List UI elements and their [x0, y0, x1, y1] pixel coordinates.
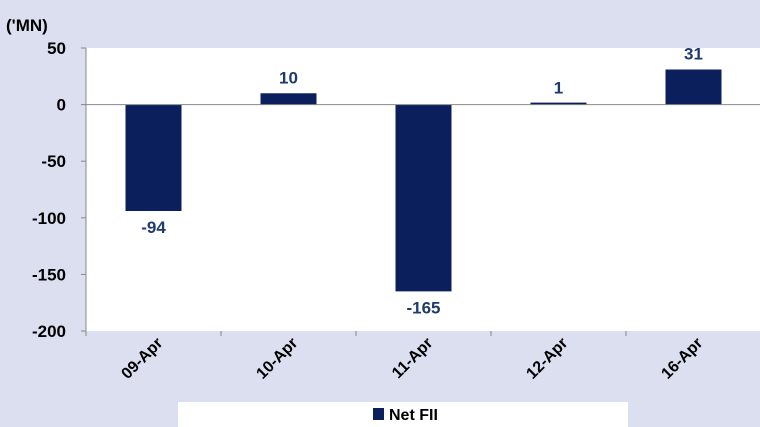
data-label: 10: [279, 68, 298, 87]
data-label: 1: [554, 78, 563, 97]
category-label: 11-Apr: [389, 335, 436, 382]
data-labels: -94 10 -165 1 31: [141, 45, 703, 318]
bar: [395, 104, 452, 292]
y-tick-label: -200: [32, 322, 66, 341]
y-tick-label: 50: [47, 39, 66, 58]
y-tick-label: -50: [41, 152, 66, 171]
y-tick-label: -100: [32, 209, 66, 228]
category-label: 12-Apr: [523, 335, 571, 383]
bar: [125, 104, 182, 212]
bar: [530, 102, 587, 105]
y-tick-label: 0: [57, 96, 66, 115]
data-label: -94: [141, 218, 166, 237]
category-labels: 09-Apr 10-Apr 11-Apr 12-Apr 16-Apr: [118, 335, 706, 383]
legend: Net FII: [178, 402, 628, 427]
legend-box: [178, 402, 628, 427]
y-tick-label: -150: [32, 265, 66, 284]
bar: [665, 69, 722, 105]
category-label: 16-Apr: [658, 335, 706, 383]
x-axis-ticks: [85, 331, 627, 336]
data-label: 31: [684, 45, 703, 64]
bar: [260, 93, 317, 105]
unit-label: ('MN): [6, 16, 48, 35]
y-axis-ticks: 50 0 -50 -100 -150 -200: [32, 39, 86, 341]
legend-swatch: [373, 408, 384, 420]
data-label: -165: [406, 298, 440, 317]
legend-label: Net FII: [389, 407, 438, 424]
category-label: 10-Apr: [253, 335, 301, 383]
category-label: 09-Apr: [118, 335, 166, 383]
bars: [125, 69, 722, 292]
